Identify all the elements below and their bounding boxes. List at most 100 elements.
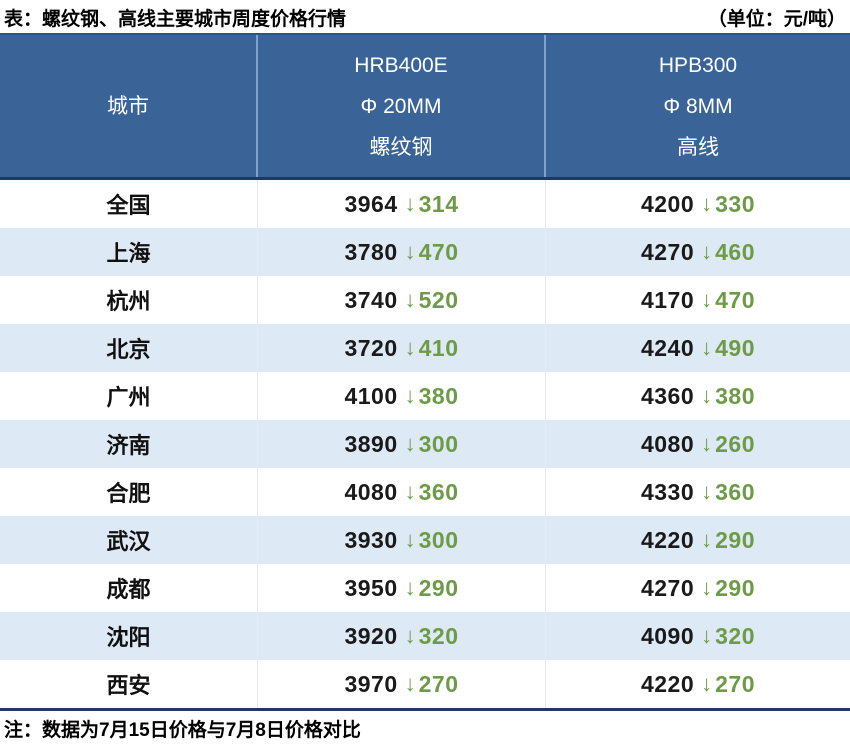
table-row: 杭州 3740 ↓ 520 4170 ↓ 470 (0, 276, 850, 324)
rebar-price-cell: 4100 ↓ 380 (258, 372, 546, 420)
wire-price-cell: 4220 ↓ 290 (546, 516, 850, 564)
rebar-price: 3720 (344, 334, 398, 361)
down-arrow-icon: ↓ (701, 527, 713, 552)
city-cell: 济南 (0, 420, 258, 468)
wire-price-cell: 4360 ↓ 380 (546, 372, 850, 420)
wire-change: 320 (715, 622, 756, 649)
rebar-change: 470 (418, 238, 459, 265)
rebar-price-cell: 3964 ↓ 314 (258, 180, 546, 228)
wire-price: 4360 (640, 382, 695, 409)
rebar-change: 320 (418, 622, 459, 649)
down-arrow-icon: ↓ (701, 671, 713, 696)
footnote-bar: 注：数据为7月15日价格与7月8日价格对比 (0, 708, 850, 746)
down-arrow-icon: ↓ (701, 191, 713, 216)
wire-price: 4330 (640, 478, 695, 505)
rebar-price-cell: 3970 ↓ 270 (258, 660, 546, 708)
city-cell: 成都 (0, 564, 258, 612)
down-arrow-icon: ↓ (701, 239, 713, 264)
down-arrow-icon: ↓ (404, 671, 416, 696)
rebar-price-cell: 3950 ↓ 290 (258, 564, 546, 612)
wire-change: 290 (715, 526, 756, 553)
table-row: 成都 3950 ↓ 290 4270 ↓ 290 (0, 564, 850, 612)
rebar-price: 3740 (344, 286, 398, 313)
table-header: 城市 HRB400E Φ 20MM 螺纹钢 HPB300 Φ 8MM 高线 (0, 33, 850, 180)
rebar-change: 290 (418, 574, 459, 601)
down-arrow-icon: ↓ (404, 623, 416, 648)
down-arrow-icon: ↓ (701, 431, 713, 456)
city-header-label: 城市 (107, 94, 149, 118)
city-cell: 西安 (0, 660, 258, 708)
unit-label: （单位：元/吨） (707, 9, 846, 30)
rebar-change: 520 (418, 286, 459, 313)
table-row: 广州 4100 ↓ 380 4360 ↓ 380 (0, 372, 850, 420)
city-cell: 合肥 (0, 468, 258, 516)
rebar-change: 270 (418, 670, 459, 697)
rebar-price: 3890 (344, 430, 398, 457)
city-cell: 全国 (0, 180, 258, 228)
city-cell: 北京 (0, 324, 258, 372)
wire-price: 4220 (640, 526, 695, 553)
city-cell: 沈阳 (0, 612, 258, 660)
column-header-rebar: HRB400E Φ 20MM 螺纹钢 (258, 35, 546, 177)
down-arrow-icon: ↓ (404, 383, 416, 408)
wire-price: 4270 (640, 574, 695, 601)
rebar-header-diameter: Φ 20MM (360, 94, 442, 118)
wire-price-cell: 4240 ↓ 490 (546, 324, 850, 372)
wire-change: 380 (715, 382, 756, 409)
wire-price: 4090 (640, 622, 695, 649)
wire-change: 360 (715, 478, 756, 505)
rebar-price: 3930 (344, 526, 398, 553)
table-row: 武汉 3930 ↓ 300 4220 ↓ 290 (0, 516, 850, 564)
wire-price-cell: 4080 ↓ 260 (546, 420, 850, 468)
wire-price: 4270 (640, 238, 695, 265)
wire-price-cell: 4270 ↓ 290 (546, 564, 850, 612)
down-arrow-icon: ↓ (404, 191, 416, 216)
down-arrow-icon: ↓ (404, 527, 416, 552)
wire-price: 4200 (640, 190, 695, 217)
down-arrow-icon: ↓ (404, 431, 416, 456)
column-header-wire: HPB300 Φ 8MM 高线 (546, 35, 850, 177)
rebar-change: 360 (418, 478, 459, 505)
wire-price-cell: 4200 ↓ 330 (546, 180, 850, 228)
rebar-price: 3780 (344, 238, 398, 265)
footnote: 注：数据为7月15日价格与7月8日价格对比 (4, 720, 361, 741)
table-body: 全国 3964 ↓ 314 4200 ↓ 330 上海 3780 ↓ 470 4… (0, 180, 850, 708)
down-arrow-icon: ↓ (701, 623, 713, 648)
wire-change: 290 (715, 574, 756, 601)
city-cell: 杭州 (0, 276, 258, 324)
down-arrow-icon: ↓ (701, 335, 713, 360)
table-row: 济南 3890 ↓ 300 4080 ↓ 260 (0, 420, 850, 468)
rebar-price-cell: 3720 ↓ 410 (258, 324, 546, 372)
rebar-price: 3964 (344, 190, 398, 217)
down-arrow-icon: ↓ (404, 575, 416, 600)
rebar-price-cell: 3740 ↓ 520 (258, 276, 546, 324)
wire-price-cell: 4220 ↓ 270 (546, 660, 850, 708)
wire-price: 4170 (640, 286, 695, 313)
wire-price-cell: 4270 ↓ 460 (546, 228, 850, 276)
wire-change: 460 (715, 238, 756, 265)
down-arrow-icon: ↓ (701, 479, 713, 504)
down-arrow-icon: ↓ (404, 287, 416, 312)
table-row: 全国 3964 ↓ 314 4200 ↓ 330 (0, 180, 850, 228)
wire-price-cell: 4090 ↓ 320 (546, 612, 850, 660)
table-row: 合肥 4080 ↓ 360 4330 ↓ 360 (0, 468, 850, 516)
down-arrow-icon: ↓ (404, 335, 416, 360)
down-arrow-icon: ↓ (404, 479, 416, 504)
rebar-change: 380 (418, 382, 459, 409)
table-row: 北京 3720 ↓ 410 4240 ↓ 490 (0, 324, 850, 372)
wire-change: 260 (715, 430, 756, 457)
down-arrow-icon: ↓ (701, 287, 713, 312)
rebar-price: 3920 (344, 622, 398, 649)
down-arrow-icon: ↓ (404, 239, 416, 264)
wire-price-cell: 4330 ↓ 360 (546, 468, 850, 516)
rebar-price: 4080 (344, 478, 398, 505)
wire-change: 470 (715, 286, 756, 313)
city-cell: 武汉 (0, 516, 258, 564)
down-arrow-icon: ↓ (701, 383, 713, 408)
rebar-change: 300 (418, 526, 459, 553)
wire-price: 4240 (640, 334, 695, 361)
city-cell: 上海 (0, 228, 258, 276)
rebar-price-cell: 3780 ↓ 470 (258, 228, 546, 276)
title-bar: 表：螺纹钢、高线主要城市周度价格行情 （单位：元/吨） (0, 0, 850, 33)
